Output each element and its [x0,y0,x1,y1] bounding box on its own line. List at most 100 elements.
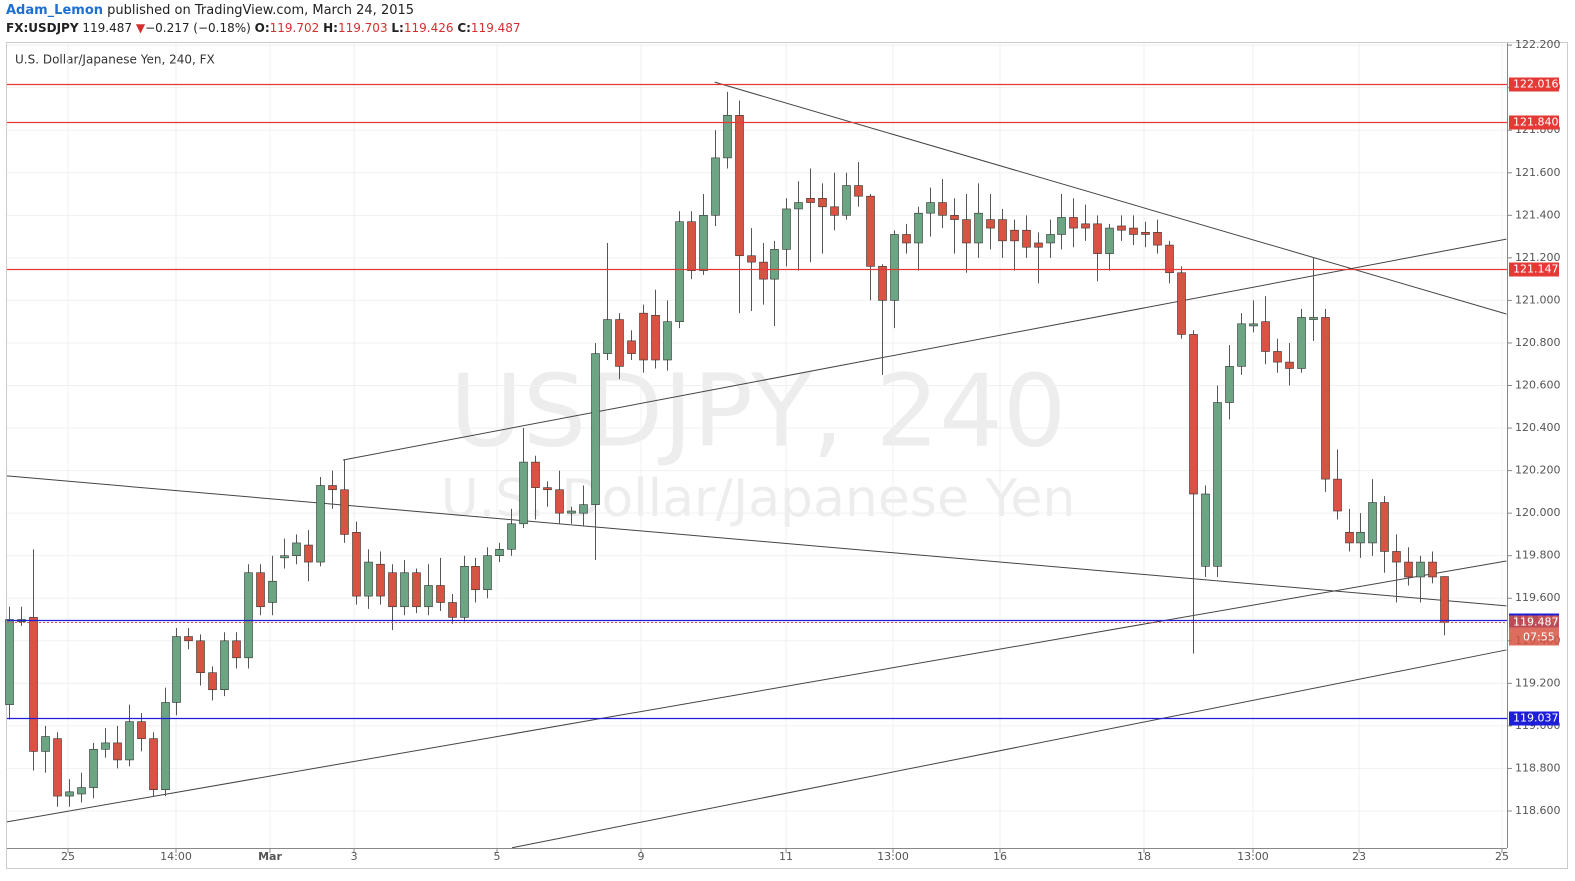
candle-body [125,721,134,761]
candle-body [1141,232,1150,235]
watermark-sub: U.S. Dollar/Japanese Yen [441,469,1076,529]
candle-body [149,738,158,791]
y-tick-label: 121.400 [1515,208,1561,221]
candle-body [1093,223,1102,254]
y-tick-label: 120.400 [1515,421,1561,434]
candle-body [1428,561,1437,578]
candle-body [830,206,839,216]
candle-body [1153,232,1162,246]
trendline [6,560,1507,823]
candle-body [555,489,564,514]
x-tick-label: Mar [258,850,282,863]
candle-body [591,353,600,505]
candle-body [1261,321,1270,352]
candle-body [41,736,50,752]
candle-body [998,219,1007,242]
candle-body [794,202,803,210]
o: 119.702 [269,21,320,35]
candle-body [854,185,863,197]
candle-body [364,561,373,597]
candle-body [1249,323,1258,327]
candle-body [782,208,791,250]
candle-body [1177,272,1186,335]
candle-body [914,212,923,244]
o-label: O: [254,21,270,35]
x-tick-label: 23 [1352,850,1366,863]
last-price-tag [1509,615,1559,646]
candle-body [1010,229,1019,242]
candle-body [603,319,612,354]
candle-body [1034,242,1043,248]
candle-body [866,195,875,267]
candle-body [196,640,205,674]
candle-body [101,742,110,750]
candle-body [53,738,62,797]
candle-body [1046,234,1055,244]
candle-body [1321,317,1330,480]
candle-body [974,212,983,244]
y-tick-label: 121.000 [1515,293,1561,306]
candle-body [77,787,86,795]
level-label: 119.037 [1513,712,1559,725]
level-label: 121.840 [1513,116,1559,129]
candle-body [244,572,253,659]
candle-body [770,249,779,280]
candle-body [483,555,492,591]
candle-body [1069,217,1078,229]
candle-body [1201,493,1210,567]
candle-body [424,585,433,608]
candle-body [1117,225,1126,231]
last: 119.487 [82,21,132,35]
candle-body [113,742,122,761]
x-tick-label: 14:00 [160,850,192,863]
last-price-label: 119.487 [1513,616,1559,629]
l-label: L: [391,21,404,35]
candle-body [29,617,38,752]
symbol: FX:USDJPY [6,21,79,35]
candle-body [1022,229,1031,248]
candle-body [280,555,289,559]
candle-body [507,523,516,550]
candle-body [806,197,815,203]
author[interactable]: Adam_Lemon [6,3,104,18]
y-tick-label: 121.600 [1515,166,1561,179]
candle-body [579,504,588,514]
candle-body [65,791,74,797]
candle-body [627,340,636,354]
candle-body [1392,551,1401,563]
candle-body [902,234,911,244]
y-tick-label: 119.600 [1515,591,1561,604]
countdown: 07:55 [1523,631,1555,644]
l: 119.426 [403,21,454,35]
x-tick-label: 11 [779,850,793,863]
candle-body [388,572,397,608]
candle-body [1105,227,1114,254]
level-label: 121.147 [1513,263,1559,276]
candle-body [304,544,313,563]
candle-body [1404,561,1413,578]
trendline [6,475,1507,607]
h-label: H: [323,21,338,35]
candle-body [759,261,768,280]
candle-body [1297,317,1306,369]
candle-body [567,510,576,514]
candle-body [615,319,624,367]
candle-body [256,572,265,608]
candle-body [220,640,229,691]
candle-body [352,531,361,597]
y-tick-label: 119.200 [1515,676,1561,689]
candle-body [376,563,385,597]
level-tag [1509,262,1559,277]
candle-body [651,315,660,361]
trendline [342,238,1507,461]
candle-body [292,542,301,556]
candle-body [1129,227,1138,235]
frame [6,42,1568,869]
candle-body [232,640,241,659]
x-tick-label: 9 [637,850,644,863]
y-tick-label: 121.200 [1515,251,1561,264]
candle-body [471,566,480,591]
candle-body [268,580,277,603]
candle-body [1165,244,1174,274]
